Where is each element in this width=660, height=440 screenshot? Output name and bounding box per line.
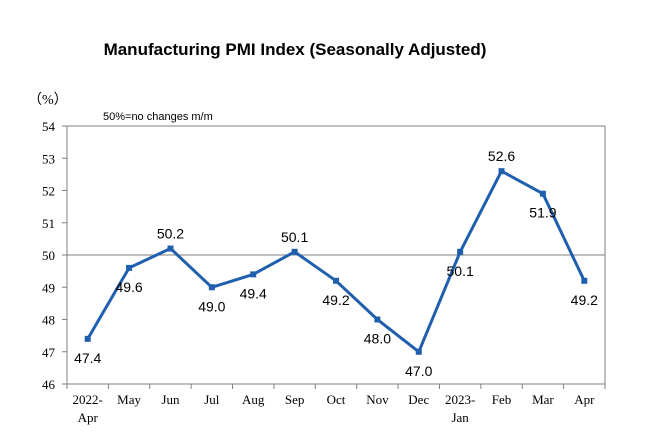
y-tick-label: 50 (42, 248, 55, 263)
x-tick-label: Apr (574, 392, 595, 407)
data-label: 50.2 (157, 226, 184, 242)
data-label: 51.9 (529, 205, 556, 221)
data-point (581, 277, 588, 284)
chart-title: Manufacturing PMI Index (Seasonally Adju… (104, 40, 487, 59)
data-label: 49.2 (571, 292, 598, 308)
x-tick-label: Nov (366, 392, 389, 407)
data-point (539, 190, 546, 197)
x-tick-label: May (117, 392, 141, 407)
y-tick-label: 47 (42, 345, 56, 360)
data-labels: 47.4 49.6 50.2 49.0 49.4 50.1 49.2 48.0 47.0 50.1… (74, 148, 598, 379)
data-point (291, 248, 298, 255)
data-point (126, 264, 133, 271)
data-point (167, 245, 174, 252)
y-tick-label: 53 (42, 151, 55, 166)
data-point (498, 168, 505, 175)
data-label: 49.6 (115, 279, 142, 295)
series-line (86, 169, 586, 354)
x-tick-label: Jul (204, 392, 220, 407)
data-label: 49.2 (322, 292, 349, 308)
data-label: 50.1 (281, 229, 308, 245)
data-point (415, 348, 422, 355)
data-label: 50.1 (447, 263, 474, 279)
data-label: 48.0 (364, 331, 391, 347)
series-markers (84, 168, 588, 355)
data-point (457, 248, 464, 255)
x-tick-label: 2023-Jan (445, 392, 475, 425)
y-tick-label: 48 (42, 313, 55, 328)
x-tick-label: Oct (327, 392, 346, 407)
x-tick-label: Feb (492, 392, 512, 407)
data-label: 47.0 (405, 363, 432, 379)
x-tick-label: 2022-Apr (73, 392, 103, 425)
y-tick-label: 49 (42, 280, 55, 295)
data-point (84, 335, 91, 342)
data-point (208, 284, 215, 291)
x-axis-ticks: 2022-Apr May Jun Jul Aug Sep Oct Nov Dec 2023-Jan… (66, 384, 606, 425)
data-label: 47.4 (74, 350, 101, 366)
data-point (374, 316, 381, 323)
y-tick-label: 54 (42, 119, 56, 134)
data-label: 52.6 (488, 148, 515, 164)
y-tick-label: 46 (42, 377, 56, 392)
data-point (250, 271, 257, 278)
data-label: 49.4 (240, 285, 267, 301)
y-tick-label: 51 (42, 216, 55, 231)
reference-note: 50%=no changes m/m (103, 111, 213, 123)
x-tick-label: Mar (532, 392, 554, 407)
y-axis-ticks: 46 47 48 49 50 51 52 53 54 (42, 119, 67, 392)
x-tick-label: Dec (408, 392, 429, 407)
plot-area: 46 47 48 49 50 51 52 53 54 2022-Apr May Jun Jul Aug S… (42, 111, 606, 425)
x-tick-label: Jun (161, 392, 180, 407)
y-tick-label: 52 (42, 184, 55, 199)
y-unit-label: （%） (28, 92, 68, 108)
x-tick-label: Sep (285, 392, 305, 407)
data-point (333, 277, 339, 284)
x-tick-label: Aug (242, 392, 265, 407)
data-label: 49.0 (198, 298, 225, 314)
